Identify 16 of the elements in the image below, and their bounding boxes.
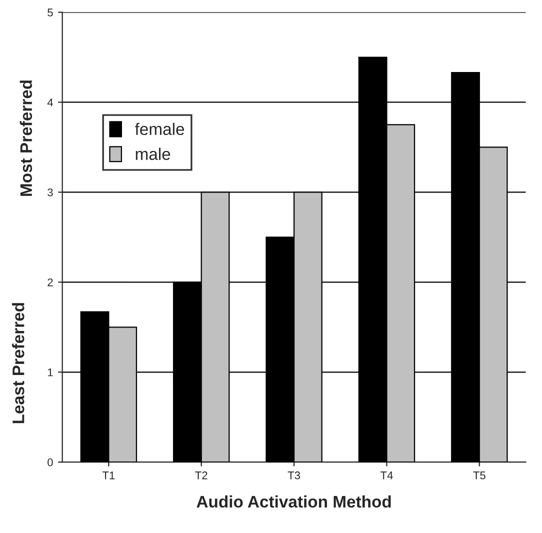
legend-label: male [136, 148, 170, 160]
y-tick-label: 5 [48, 8, 53, 16]
x-tick-label: T5 [473, 472, 486, 480]
y-tick-label: 0 [48, 458, 53, 466]
x-tick-label: T4 [380, 472, 393, 480]
x-tick-label: T3 [288, 471, 300, 480]
y-tick-label: 4 [47, 98, 53, 106]
y-tick-label: 1 [48, 368, 53, 376]
legend-label: female [135, 122, 184, 136]
x-tick-label: T1 [102, 472, 115, 480]
x-axis-title: Audio Activation Method [196, 495, 391, 508]
y-tick-label: 2 [48, 278, 53, 286]
text: Most Preferred [20, 80, 32, 196]
x-tick-label: T2 [195, 471, 208, 480]
y-axis-title: Least Preferred [12, 303, 24, 424]
y-tick-label: 3 [48, 188, 53, 196]
